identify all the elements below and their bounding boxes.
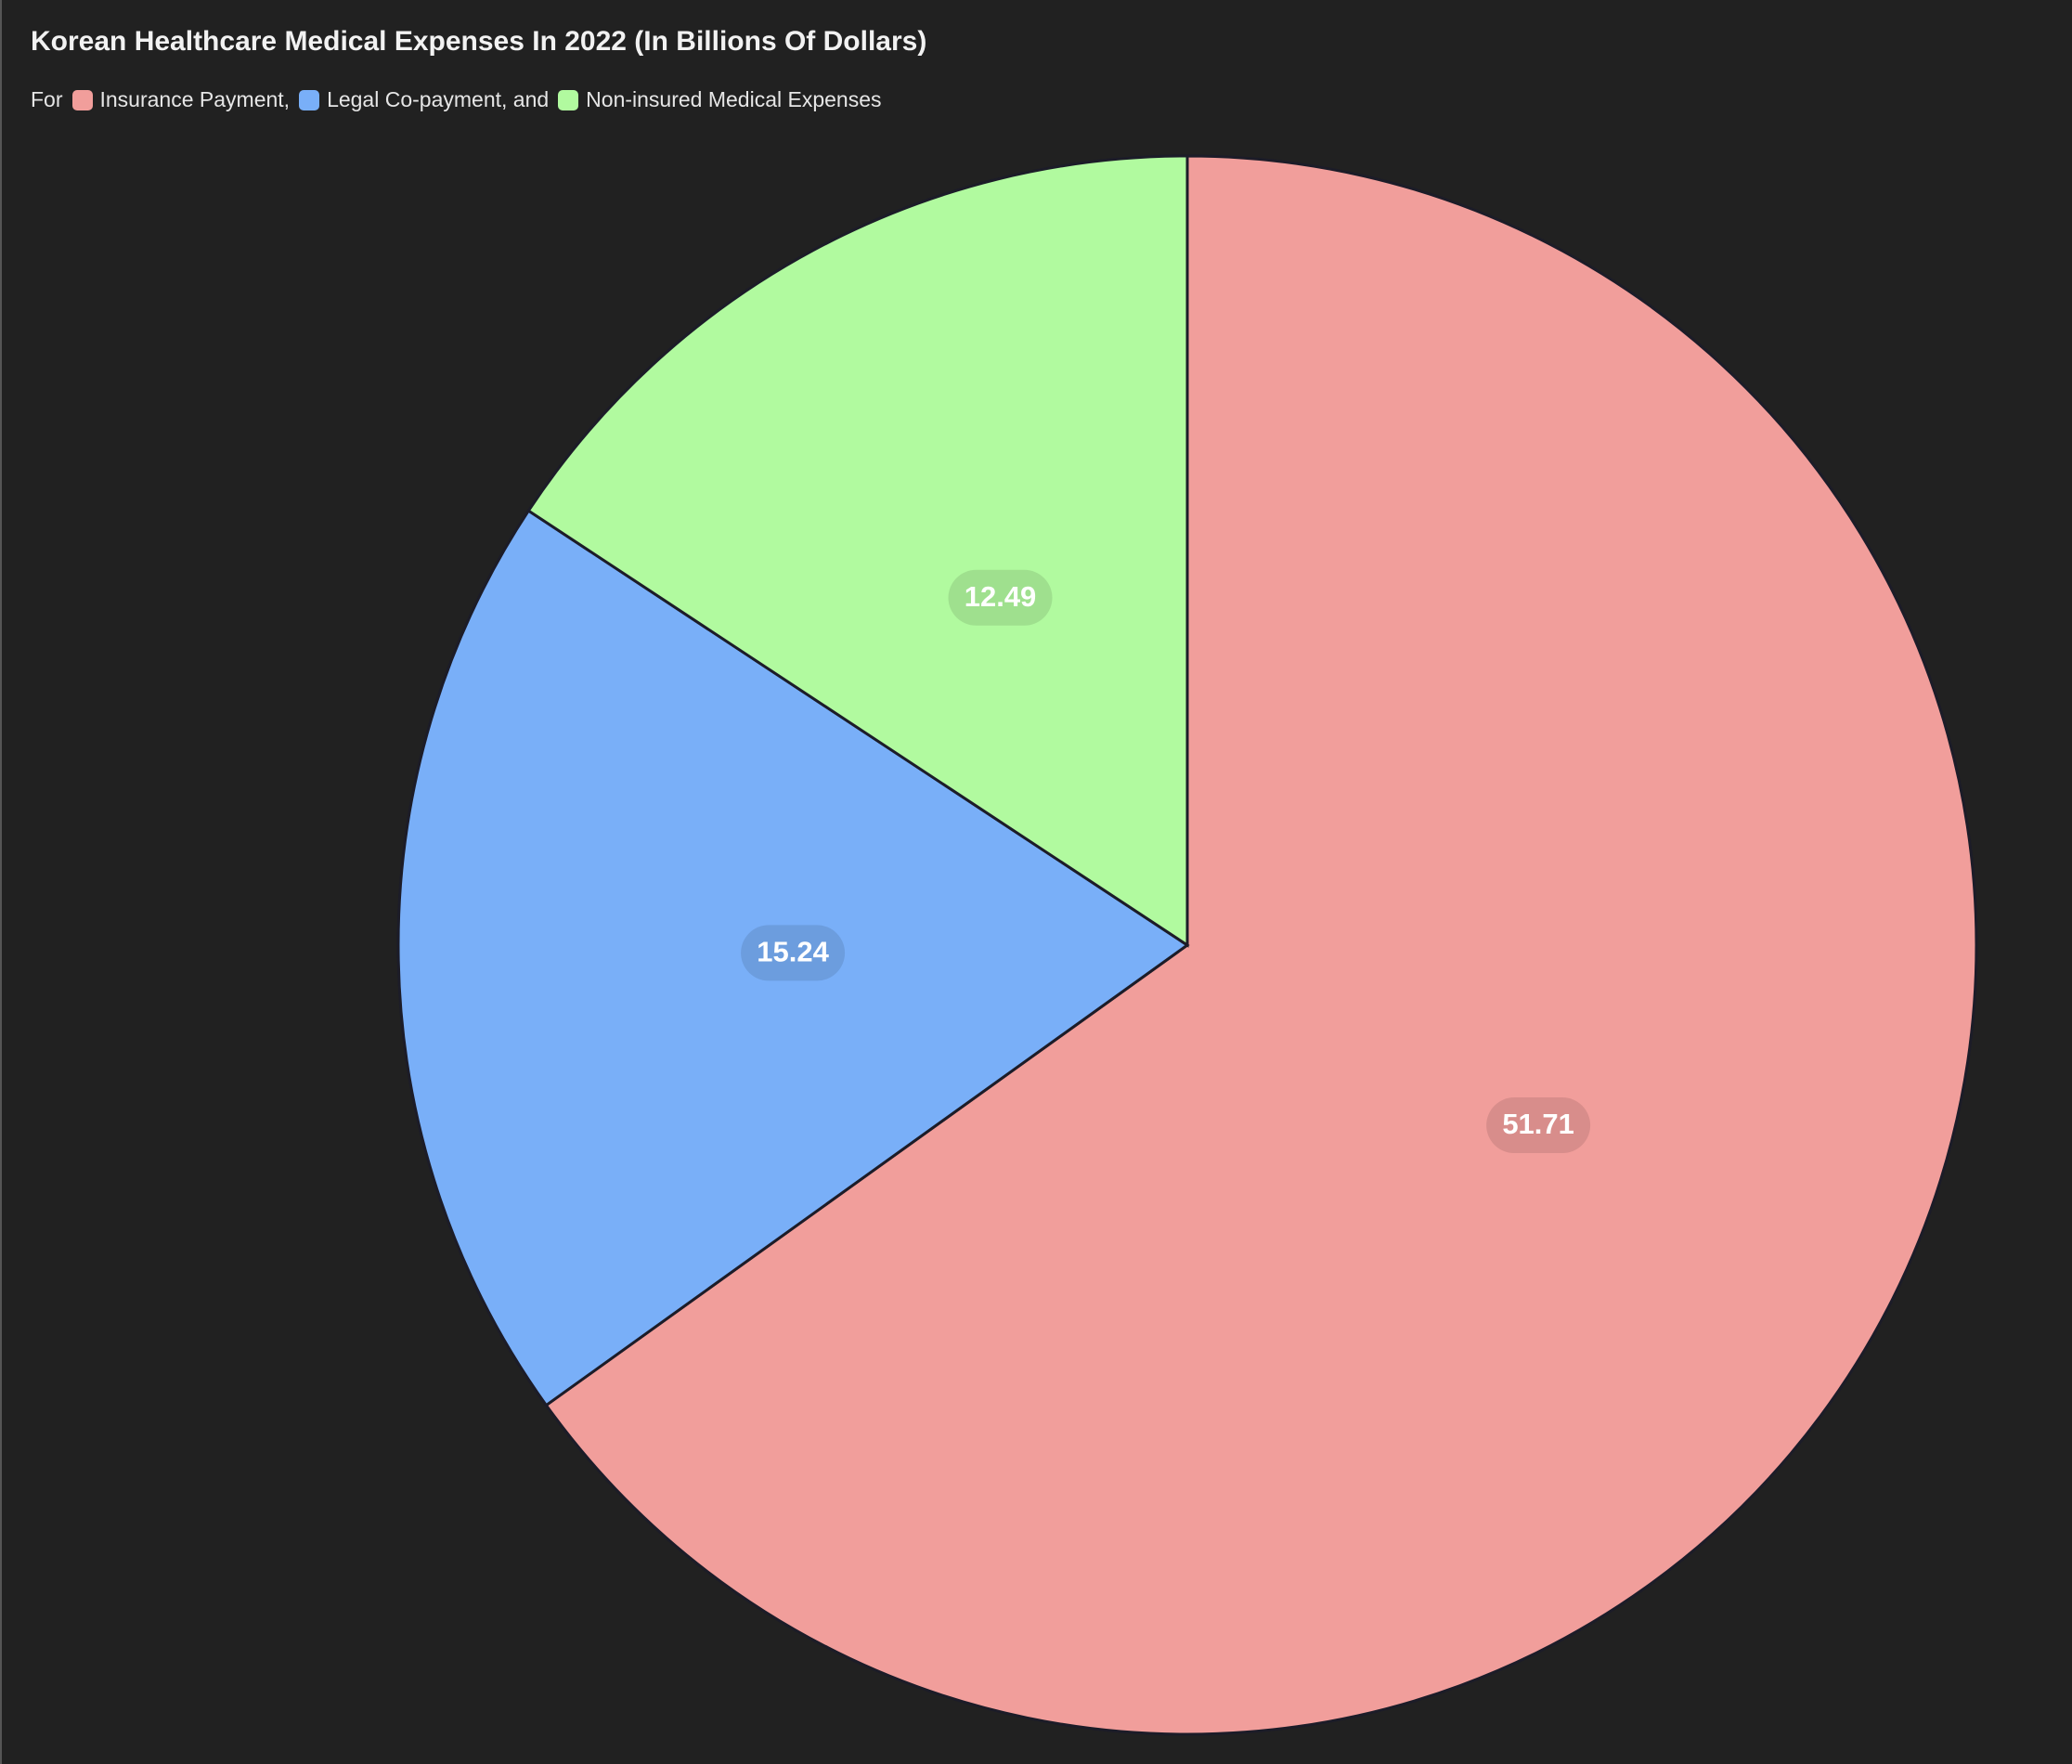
pie-slice [544, 154, 1978, 1736]
data-label-text: 15.24 [757, 936, 829, 968]
legend-label: Insurance Payment [99, 87, 284, 111]
legend-swatch [71, 89, 93, 110]
legend: For Insurance Payment, Legal Co-payment, a… [31, 87, 882, 112]
data-label-shade [741, 925, 846, 981]
legend-swatch [299, 89, 320, 110]
pie-slice [526, 154, 1189, 948]
data-label: 15.24 [741, 925, 846, 981]
data-label-bg [1486, 1097, 1591, 1154]
data-label-text: 12.49 [965, 580, 1037, 613]
legend-prefix: For [31, 87, 63, 111]
data-label-bg [948, 569, 1053, 626]
legend-separator: , and [501, 87, 550, 111]
data-label-text: 51.71 [1502, 1108, 1574, 1140]
data-label: 12.49 [948, 569, 1053, 626]
chart-title: Korean Healthcare Medical Expenses In 20… [31, 26, 927, 57]
legend-label: Non-insured Medical Expenses [586, 87, 882, 111]
data-label: 51.71 [1486, 1097, 1591, 1154]
legend-separator: , [283, 87, 291, 111]
data-label-shade [948, 569, 1053, 626]
data-label-shade [1486, 1097, 1591, 1154]
data-label-bg [741, 925, 846, 981]
legend-swatch [558, 89, 579, 110]
legend-label: Legal Co-payment [327, 87, 502, 111]
